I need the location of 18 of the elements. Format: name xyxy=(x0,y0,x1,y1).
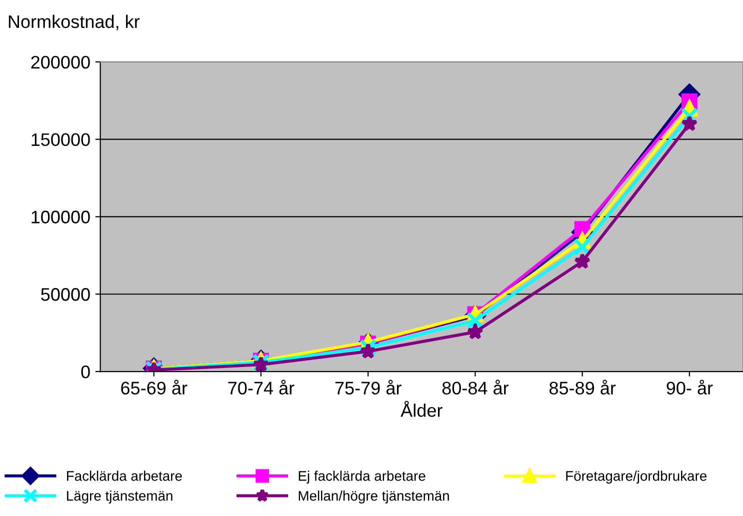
y-tick-label: 0 xyxy=(81,365,90,378)
y-tick-label: 200000 xyxy=(31,56,90,69)
x-tick-label: 65-69 år xyxy=(121,380,188,395)
legend-label: Ej facklärda arbetare xyxy=(298,470,426,484)
legend-label: Mellan/högre tjänstemän xyxy=(298,490,449,504)
x-tick-label: 85-89 år xyxy=(549,380,616,395)
y-axis-title: Normkostnad, kr xyxy=(8,14,140,30)
x-tick-label: 75-79 år xyxy=(335,380,402,395)
x-tick-label: 80-84 år xyxy=(442,380,509,395)
x-tick-label: 70-74 år xyxy=(228,380,294,395)
y-tick-label: 100000 xyxy=(32,210,90,224)
x-axis-title: Ålder xyxy=(400,400,442,417)
y-tick-label: 150000 xyxy=(32,133,90,146)
y-tick-label: 50000 xyxy=(41,288,90,301)
legend-label: Företagare/jordbrukare xyxy=(566,470,707,484)
x-tick-label: 90- år xyxy=(666,380,713,395)
legend-label: Lägre tjänstemän xyxy=(67,490,172,504)
legend-label: Facklärda arbetare xyxy=(67,470,182,481)
